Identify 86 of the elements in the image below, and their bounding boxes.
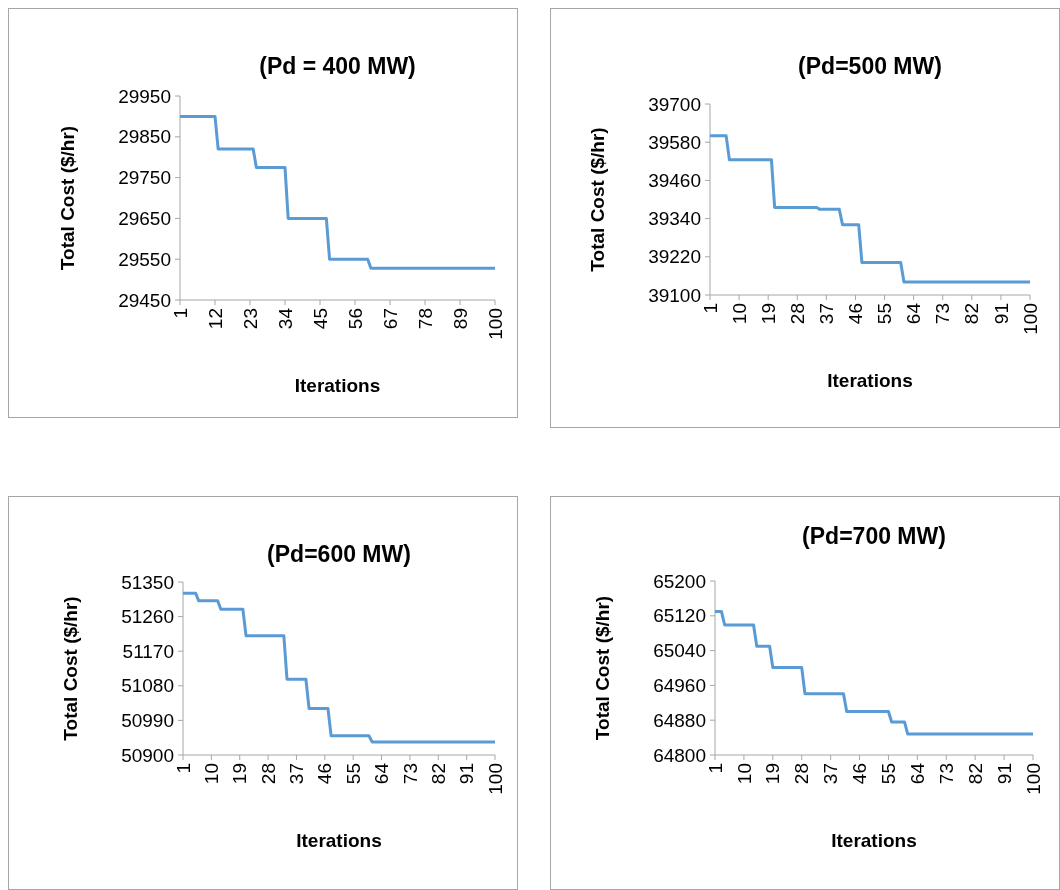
y-axis-title: Total Cost ($/hr) [592, 595, 613, 741]
x-tick-label: 1 [699, 303, 721, 314]
x-tick-label: 23 [239, 308, 261, 330]
x-tick-label: 46 [849, 763, 871, 785]
y-tick-label: 29850 [118, 126, 171, 148]
y-tick-label: 50900 [121, 744, 174, 766]
x-axis-title: Iterations [831, 830, 917, 851]
x-tick-label: 19 [757, 303, 779, 325]
x-tick-label: 100 [484, 763, 506, 795]
x-tick-label: 37 [816, 303, 838, 325]
chart-title: (Pd=700 MW) [802, 523, 946, 549]
x-tick-label: 45 [309, 308, 331, 330]
x-tick-label: 82 [964, 763, 986, 785]
x-tick-label: 100 [484, 308, 506, 340]
chart-title: (Pd = 400 MW) [259, 53, 416, 79]
x-tick-label: 10 [733, 763, 755, 785]
x-tick-label: 100 [1022, 763, 1044, 795]
y-tick-label: 39460 [648, 170, 701, 192]
x-tick-label: 10 [201, 763, 223, 785]
x-tick-label: 10 [728, 303, 750, 325]
y-tick-label: 39580 [648, 131, 701, 153]
x-tick-label: 37 [820, 763, 842, 785]
x-tick-label: 91 [990, 303, 1012, 325]
y-tick-label: 51080 [121, 675, 174, 697]
x-tick-label: 100 [1019, 303, 1041, 335]
x-tick-label: 91 [993, 763, 1015, 785]
x-tick-label: 1 [704, 763, 726, 774]
x-tick-label: 28 [257, 763, 279, 785]
y-tick-label: 65120 [653, 605, 706, 627]
y-tick-label: 51170 [122, 640, 174, 662]
x-tick-label: 34 [274, 307, 296, 330]
x-tick-label: 56 [344, 308, 366, 330]
x-tick-label: 1 [169, 308, 191, 319]
y-axis-title: Total Cost ($/hr) [587, 127, 608, 272]
x-tick-label: 82 [961, 303, 983, 325]
x-tick-label: 78 [414, 308, 436, 330]
x-tick-label: 1 [172, 763, 194, 774]
x-tick-label: 64 [903, 302, 925, 325]
x-tick-label: 55 [878, 763, 900, 785]
y-tick-label: 39100 [648, 284, 701, 306]
x-tick-label: 19 [229, 763, 251, 785]
y-tick-label: 51260 [121, 606, 174, 628]
x-tick-label: 28 [786, 303, 808, 325]
x-tick-label: 12 [204, 308, 226, 330]
line-series [713, 609, 1035, 736]
y-tick-label: 65040 [653, 640, 706, 662]
x-axis-title: Iterations [827, 370, 913, 391]
x-axis-title: Iterations [294, 375, 381, 396]
x-tick-label: 73 [399, 763, 421, 785]
x-tick-label: 46 [845, 303, 867, 325]
y-tick-label: 29550 [118, 248, 171, 270]
y-tick-label: 65200 [653, 570, 706, 592]
x-tick-label: 19 [762, 763, 784, 785]
line-series [181, 591, 497, 744]
chart-title: (Pd=600 MW) [267, 541, 411, 567]
y-tick-label: 29750 [118, 167, 171, 189]
x-tick-label: 46 [314, 763, 336, 785]
x-tick-label: 28 [791, 763, 813, 785]
y-axis-title: Total Cost ($/hr) [60, 596, 81, 741]
x-tick-label: 91 [456, 763, 478, 785]
y-tick-label: 39700 [648, 93, 701, 115]
x-tick-label: 89 [449, 308, 471, 330]
y-tick-label: 29450 [118, 289, 171, 311]
y-axis-title: Total Cost ($/hr) [57, 125, 78, 271]
x-tick-label: 73 [935, 763, 957, 785]
y-tick-label: 64800 [653, 744, 706, 766]
x-tick-label: 37 [286, 763, 308, 785]
x-tick-label: 67 [379, 308, 401, 330]
y-tick-label: 64960 [653, 675, 706, 697]
x-tick-label: 73 [932, 303, 954, 325]
chart-title: (Pd=500 MW) [798, 53, 942, 79]
y-tick-label: 29950 [118, 85, 171, 107]
x-axis-title: Iterations [296, 830, 382, 851]
x-tick-label: 64 [907, 762, 929, 785]
y-tick-label: 50990 [121, 710, 174, 732]
line-series [708, 134, 1032, 284]
x-tick-label: 55 [874, 303, 896, 325]
x-tick-label: 64 [371, 762, 393, 785]
x-tick-label: 55 [342, 763, 364, 785]
y-tick-label: 39220 [648, 246, 701, 268]
y-tick-label: 51350 [121, 571, 174, 593]
y-tick-label: 39340 [648, 208, 701, 230]
line-series [178, 114, 497, 270]
y-tick-label: 29650 [118, 208, 171, 230]
y-tick-label: 64880 [653, 709, 706, 731]
x-tick-label: 82 [427, 763, 449, 785]
